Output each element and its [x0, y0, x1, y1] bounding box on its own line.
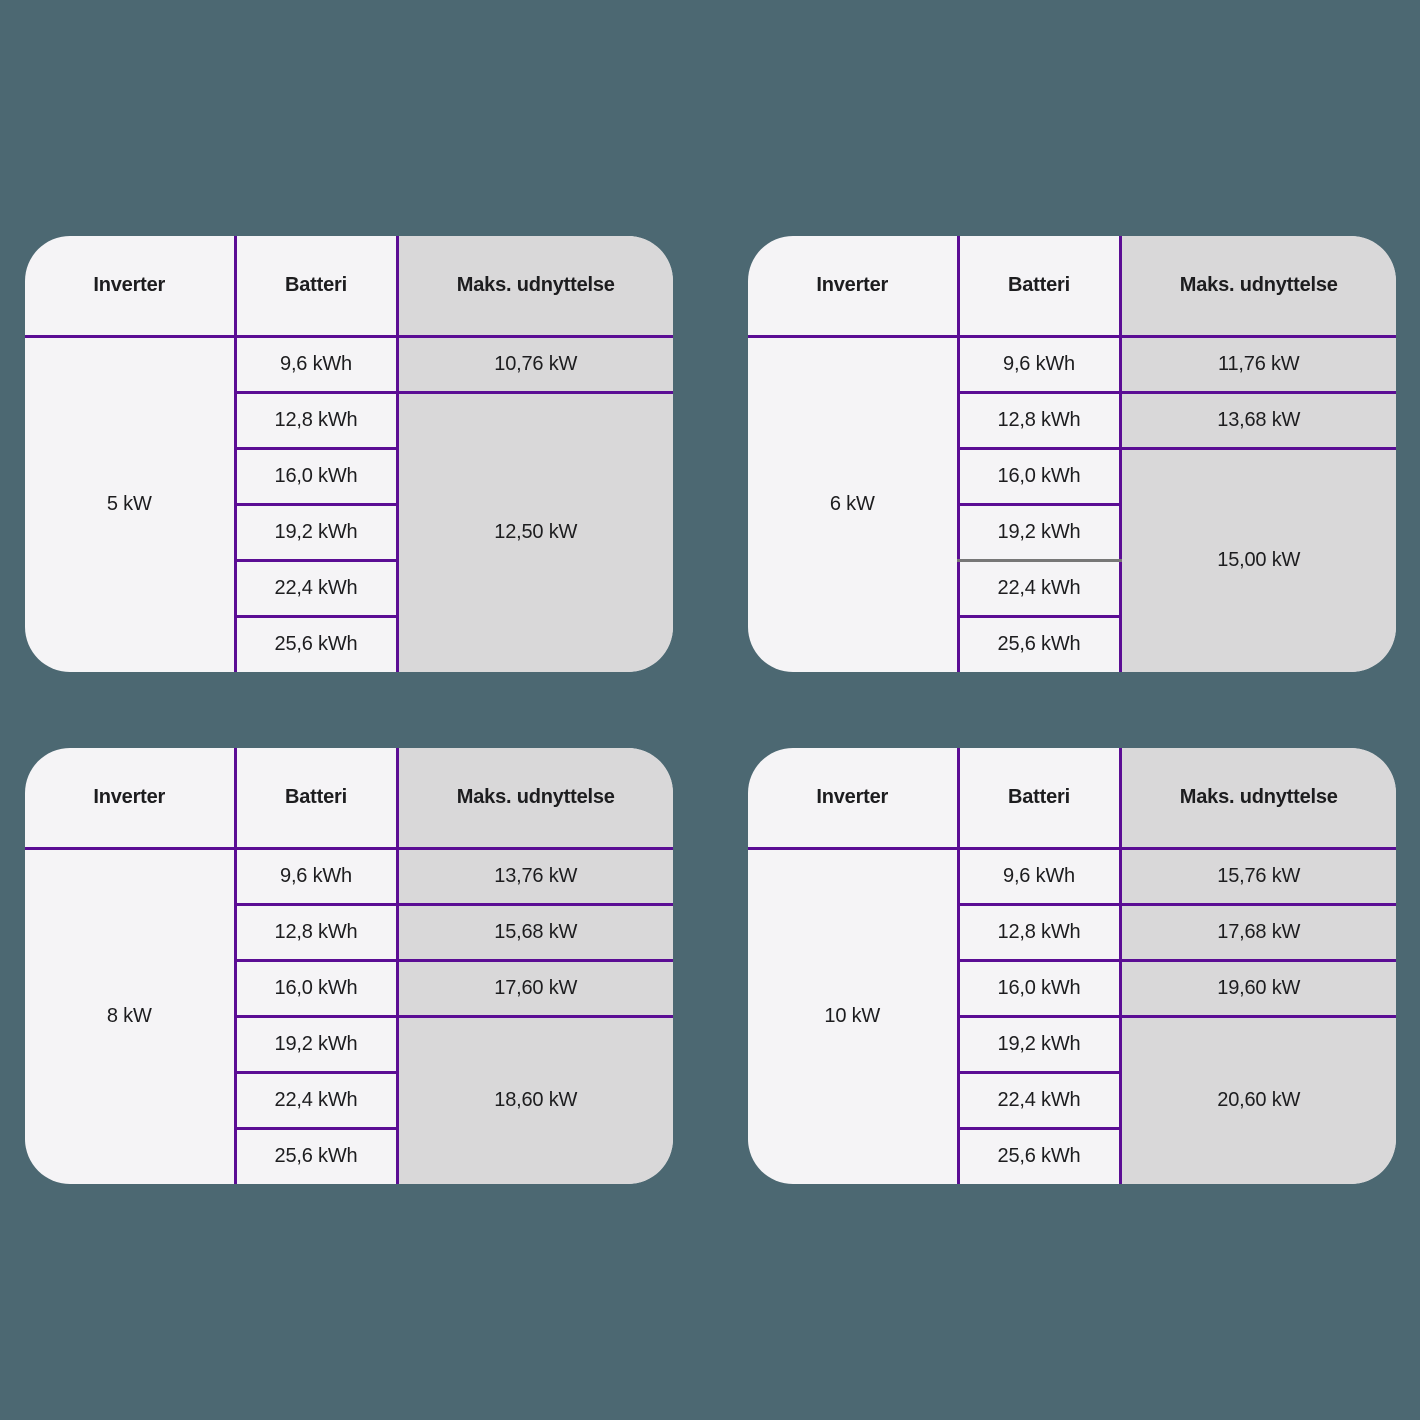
- battery-cell: 12,8 kWh: [956, 392, 1122, 450]
- max-utilization-cell: 20,60 kW: [1120, 1016, 1396, 1184]
- battery-cell: 16,0 kWh: [233, 448, 399, 506]
- table-card-10kw: Inverter Batteri Maks. udnyttelse 10 kW …: [748, 748, 1396, 1184]
- column-header-batteri: Batteri: [956, 748, 1122, 850]
- column-header-batteri: Batteri: [233, 236, 399, 338]
- max-utilization-cell: 15,00 kW: [1120, 448, 1396, 672]
- inverter-cell: 10 kW: [824, 1005, 881, 1028]
- inverter-cell: 5 kW: [106, 493, 152, 516]
- column-header-inverter: Inverter: [25, 748, 235, 850]
- battery-cell: 25,6 kWh: [233, 616, 399, 672]
- max-utilization-cell: 17,68 kW: [1120, 904, 1396, 962]
- max-utilization-cell: 11,76 kW: [1120, 336, 1396, 394]
- battery-cell: 19,2 kWh: [956, 504, 1122, 562]
- max-utilization-cell: 15,68 kW: [397, 904, 673, 962]
- battery-cell: 19,2 kWh: [233, 504, 399, 562]
- table-card-6kw: Inverter Batteri Maks. udnyttelse 6 kW 9…: [748, 236, 1396, 672]
- battery-cell: 12,8 kWh: [956, 904, 1122, 962]
- battery-cell: 22,4 kWh: [956, 1072, 1122, 1130]
- max-utilization-cell: 15,76 kW: [1120, 848, 1396, 906]
- battery-cell: 9,6 kWh: [956, 336, 1122, 394]
- max-utilization-cell: 13,76 kW: [397, 848, 673, 906]
- max-utilization-cell: 10,76 kW: [397, 336, 673, 394]
- battery-cell: 22,4 kWh: [956, 560, 1122, 618]
- column-header-maks-udnyttelse: Maks. udnyttelse: [1120, 748, 1396, 850]
- column-header-maks-udnyttelse: Maks. udnyttelse: [1120, 236, 1396, 338]
- battery-cell: 19,2 kWh: [233, 1016, 399, 1074]
- battery-cell: 9,6 kWh: [233, 848, 399, 906]
- battery-cell: 16,0 kWh: [956, 960, 1122, 1018]
- max-utilization-cell: 19,60 kW: [1120, 960, 1396, 1018]
- battery-cell: 9,6 kWh: [233, 336, 399, 394]
- spec-table-6kw: Inverter Batteri Maks. udnyttelse 6 kW 9…: [748, 236, 1396, 672]
- column-header-maks-udnyttelse: Maks. udnyttelse: [397, 748, 673, 850]
- column-header-inverter: Inverter: [748, 748, 958, 850]
- spec-table-5kw: Inverter Batteri Maks. udnyttelse 5 kW 9…: [25, 236, 673, 672]
- max-utilization-cell: 17,60 kW: [397, 960, 673, 1018]
- battery-cell: 16,0 kWh: [233, 960, 399, 1018]
- battery-cell: 19,2 kWh: [956, 1016, 1122, 1074]
- inverter-cell: 6 kW: [829, 493, 875, 516]
- column-header-maks-udnyttelse: Maks. udnyttelse: [397, 236, 673, 338]
- battery-cell: 25,6 kWh: [956, 616, 1122, 672]
- battery-cell: 9,6 kWh: [956, 848, 1122, 906]
- table-card-5kw: Inverter Batteri Maks. udnyttelse 5 kW 9…: [25, 236, 673, 672]
- column-header-batteri: Batteri: [233, 748, 399, 850]
- battery-cell: 22,4 kWh: [233, 1072, 399, 1130]
- max-utilization-cell: 18,60 kW: [397, 1016, 673, 1184]
- max-utilization-cell: 12,50 kW: [397, 392, 673, 672]
- max-utilization-cell: 13,68 kW: [1120, 392, 1396, 450]
- column-header-inverter: Inverter: [25, 236, 235, 338]
- battery-cell: 16,0 kWh: [956, 448, 1122, 506]
- spec-table-8kw: Inverter Batteri Maks. udnyttelse 8 kW 9…: [25, 748, 673, 1184]
- column-header-batteri: Batteri: [956, 236, 1122, 338]
- inverter-cell: 8 kW: [106, 1005, 152, 1028]
- battery-cell: 25,6 kWh: [233, 1128, 399, 1184]
- table-card-8kw: Inverter Batteri Maks. udnyttelse 8 kW 9…: [25, 748, 673, 1184]
- battery-cell: 22,4 kWh: [233, 560, 399, 618]
- battery-cell: 12,8 kWh: [233, 904, 399, 962]
- battery-cell: 12,8 kWh: [233, 392, 399, 450]
- battery-cell: 25,6 kWh: [956, 1128, 1122, 1184]
- column-header-inverter: Inverter: [748, 236, 958, 338]
- spec-table-10kw: Inverter Batteri Maks. udnyttelse 10 kW …: [748, 748, 1396, 1184]
